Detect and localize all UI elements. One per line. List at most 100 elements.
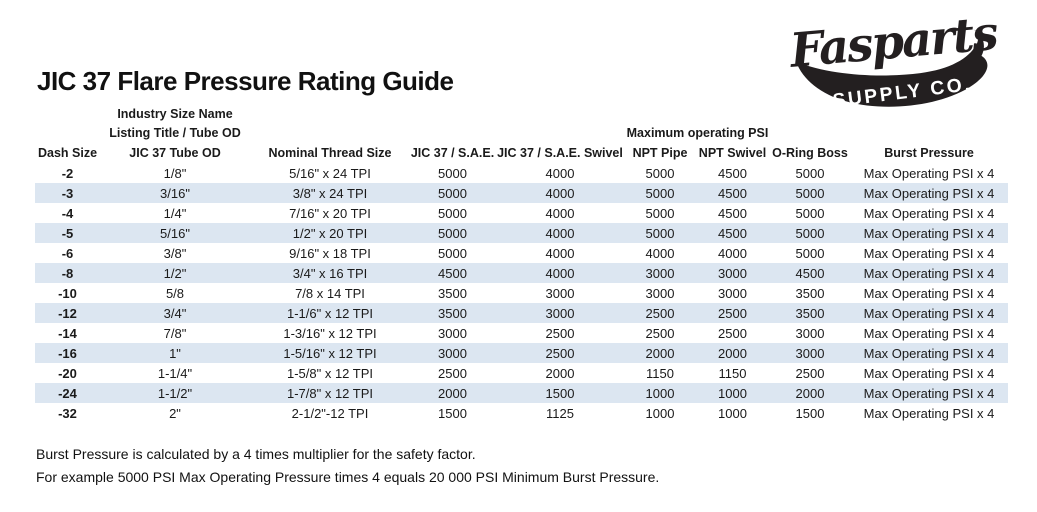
cell-o-ring-boss-psi: 5000 bbox=[795, 165, 825, 181]
group-header-row-1: Industry Size Name bbox=[35, 104, 1008, 123]
table-row: -20 1-1/4" 1-5/8" x 12 TPI 2500 2000 115… bbox=[35, 363, 1008, 383]
spacer-cell bbox=[770, 123, 850, 142]
cell-jic37-sae-swivel-psi: 1500 bbox=[545, 385, 575, 401]
footnote-line-2: For example 5000 PSI Max Operating Press… bbox=[36, 469, 660, 485]
cell-burst-pressure: Max Operating PSI x 4 bbox=[863, 185, 995, 201]
cell-nominal-thread-size: 3/4" x 16 TPI bbox=[292, 265, 368, 281]
cell-dash-size: -6 bbox=[61, 245, 74, 261]
cell-nominal-thread-size: 1-7/8" x 12 TPI bbox=[286, 385, 374, 401]
cell-npt-swivel-psi: 4500 bbox=[718, 185, 747, 201]
cell-nominal-thread-size: 1-1/6" x 12 TPI bbox=[286, 305, 374, 321]
cell-tube-od: 3/16" bbox=[160, 185, 190, 201]
cell-jic37-sae-swivel-psi: 2000 bbox=[545, 365, 575, 381]
cell-jic37-sae-psi: 3000 bbox=[438, 325, 467, 341]
cell-o-ring-boss-psi: 2500 bbox=[795, 365, 825, 381]
cell-dash-size: -3 bbox=[61, 185, 74, 201]
cell-burst-pressure: Max Operating PSI x 4 bbox=[863, 165, 995, 181]
table-row: -5 5/16" 1/2" x 20 TPI 5000 4000 5000 45… bbox=[35, 223, 1008, 243]
cell-o-ring-boss-psi: 2000 bbox=[795, 385, 825, 401]
cell-o-ring-boss-psi: 3000 bbox=[795, 325, 825, 341]
cell-jic37-sae-psi: 5000 bbox=[438, 205, 467, 221]
cell-jic37-sae-psi: 5000 bbox=[438, 225, 467, 241]
cell-jic37-sae-psi: 5000 bbox=[438, 245, 467, 261]
table-row: -6 3/8" 9/16" x 18 TPI 5000 4000 4000 40… bbox=[35, 243, 1008, 263]
cell-o-ring-boss-psi: 5000 bbox=[795, 245, 825, 261]
cell-npt-pipe-psi: 4000 bbox=[645, 245, 675, 261]
group-header-row-2: Listing Title / Tube OD Maximum operatin… bbox=[35, 123, 1008, 142]
cell-o-ring-boss-psi: 5000 bbox=[795, 185, 825, 201]
cell-dash-size: -2 bbox=[61, 165, 74, 181]
cell-jic37-sae-swivel-psi: 4000 bbox=[545, 165, 575, 181]
cell-tube-od: 1/8" bbox=[163, 165, 187, 181]
cell-nominal-thread-size: 7/8 x 14 TPI bbox=[295, 285, 365, 301]
cell-npt-pipe-psi: 2500 bbox=[645, 325, 675, 341]
cell-jic37-sae-swivel-psi: 4000 bbox=[545, 245, 575, 261]
cell-dash-size: -32 bbox=[58, 405, 77, 421]
cell-npt-swivel-psi: 2500 bbox=[718, 305, 747, 321]
cell-o-ring-boss-psi: 5000 bbox=[795, 225, 825, 241]
cell-burst-pressure: Max Operating PSI x 4 bbox=[863, 325, 995, 341]
cell-burst-pressure: Max Operating PSI x 4 bbox=[863, 245, 995, 261]
cell-nominal-thread-size: 1-3/16" x 12 TPI bbox=[283, 325, 377, 341]
cell-tube-od: 7/8" bbox=[163, 325, 187, 341]
cell-burst-pressure: Max Operating PSI x 4 bbox=[863, 385, 995, 401]
cell-dash-size: -8 bbox=[61, 265, 74, 281]
cell-o-ring-boss-psi: 3500 bbox=[795, 285, 825, 301]
cell-tube-od: 3/8" bbox=[163, 245, 187, 261]
cell-jic37-sae-psi: 2000 bbox=[438, 385, 467, 401]
cell-tube-od: 1/4" bbox=[163, 205, 187, 221]
column-header-jic37-sae-swivel: JIC 37 / S.A.E. Swivel bbox=[497, 145, 623, 160]
cell-burst-pressure: Max Operating PSI x 4 bbox=[863, 305, 995, 321]
cell-npt-swivel-psi: 4500 bbox=[718, 165, 747, 181]
cell-tube-od: 1-1/2" bbox=[157, 385, 193, 401]
cell-dash-size: -24 bbox=[58, 385, 77, 401]
cell-o-ring-boss-psi: 1500 bbox=[795, 405, 825, 421]
cell-jic37-sae-psi: 3500 bbox=[438, 305, 467, 321]
cell-burst-pressure: Max Operating PSI x 4 bbox=[863, 265, 995, 281]
cell-dash-size: -16 bbox=[58, 345, 77, 361]
cell-dash-size: -4 bbox=[61, 205, 74, 221]
logo-swoosh-shape bbox=[796, 29, 988, 107]
cell-nominal-thread-size: 1-5/16" x 12 TPI bbox=[283, 345, 377, 361]
cell-nominal-thread-size: 2-1/2"-12 TPI bbox=[291, 405, 369, 421]
cell-jic37-sae-swivel-psi: 4000 bbox=[545, 185, 575, 201]
cell-tube-od: 1/2" bbox=[163, 265, 187, 281]
cell-jic37-sae-psi: 5000 bbox=[438, 185, 467, 201]
cell-npt-swivel-psi: 1150 bbox=[718, 365, 747, 381]
group-header-max-operating-psi: Maximum operating PSI bbox=[626, 125, 769, 140]
cell-npt-swivel-psi: 4500 bbox=[718, 225, 747, 241]
cell-burst-pressure: Max Operating PSI x 4 bbox=[863, 285, 995, 301]
table-header: Industry Size Name Listing Title / Tube … bbox=[35, 104, 1008, 163]
cell-jic37-sae-psi: 3500 bbox=[438, 285, 467, 301]
column-header-jic37-sae: JIC 37 / S.A.E. bbox=[410, 145, 495, 160]
cell-nominal-thread-size: 3/8" x 24 TPI bbox=[292, 185, 368, 201]
cell-dash-size: -12 bbox=[58, 305, 77, 321]
column-header-nominal-thread-size: Nominal Thread Size bbox=[268, 145, 392, 160]
cell-npt-swivel-psi: 2500 bbox=[718, 325, 747, 341]
cell-nominal-thread-size: 5/16" x 24 TPI bbox=[289, 165, 371, 181]
footnotes: Burst Pressure is calculated by a 4 time… bbox=[36, 443, 659, 489]
spacer-cell bbox=[250, 123, 410, 142]
cell-jic37-sae-swivel-psi: 4000 bbox=[545, 265, 575, 281]
cell-npt-swivel-psi: 3000 bbox=[718, 265, 747, 281]
cell-burst-pressure: Max Operating PSI x 4 bbox=[863, 405, 995, 421]
cell-tube-od: 3/4" bbox=[163, 305, 187, 321]
cell-npt-pipe-psi: 5000 bbox=[645, 165, 675, 181]
table-row: -10 5/8 7/8 x 14 TPI 3500 3000 3000 3000… bbox=[35, 283, 1008, 303]
cell-jic37-sae-swivel-psi: 2500 bbox=[545, 325, 575, 341]
group-header-listing-title: Listing Title / Tube OD bbox=[109, 125, 241, 140]
cell-nominal-thread-size: 1-5/8" x 12 TPI bbox=[286, 365, 374, 381]
table-row: -14 7/8" 1-3/16" x 12 TPI 3000 2500 2500… bbox=[35, 323, 1008, 343]
cell-nominal-thread-size: 7/16" x 20 TPI bbox=[289, 205, 371, 221]
cell-npt-swivel-psi: 4500 bbox=[718, 205, 747, 221]
column-header-o-ring-boss: O-Ring Boss bbox=[772, 145, 848, 160]
group-header-industry-size-name: Industry Size Name bbox=[117, 106, 233, 121]
cell-dash-size: -20 bbox=[58, 365, 77, 381]
table-row: -4 1/4" 7/16" x 20 TPI 5000 4000 5000 45… bbox=[35, 203, 1008, 223]
column-header-npt-swivel: NPT Swivel bbox=[698, 145, 767, 160]
cell-jic37-sae-swivel-psi: 3000 bbox=[545, 305, 575, 321]
cell-npt-pipe-psi: 1000 bbox=[645, 405, 675, 421]
cell-npt-swivel-psi: 2000 bbox=[718, 345, 747, 361]
cell-npt-swivel-psi: 1000 bbox=[718, 385, 747, 401]
cell-npt-pipe-psi: 3000 bbox=[645, 285, 675, 301]
